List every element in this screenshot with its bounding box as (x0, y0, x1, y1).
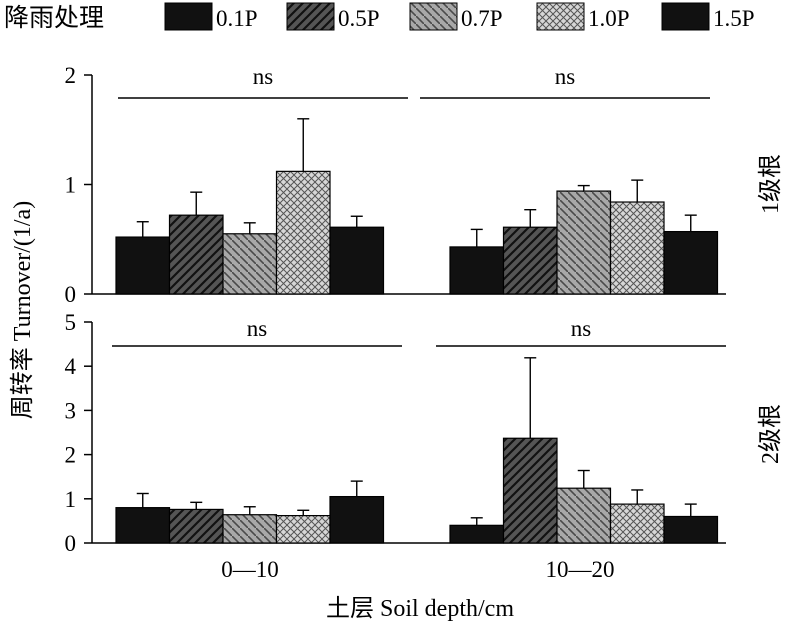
y-tick-label: 3 (65, 398, 77, 423)
significance-label: ns (571, 316, 592, 341)
y-tick-label: 1 (65, 487, 77, 512)
y-tick-label: 1 (65, 173, 77, 198)
bar (329, 226, 385, 295)
bar (663, 515, 719, 544)
bar (502, 437, 558, 544)
legend-label: 0.5P (338, 6, 380, 31)
x-tick-label: 0—10 (221, 557, 279, 582)
significance-label: ns (247, 316, 268, 341)
y-tick-label: 2 (65, 63, 77, 88)
legend-label: 0.1P (216, 6, 258, 31)
bar (275, 514, 331, 544)
legend-label: 0.7P (461, 6, 503, 31)
bar (663, 230, 719, 295)
legend-swatch (409, 2, 458, 31)
bar (168, 214, 224, 295)
significance-label: ns (555, 64, 576, 89)
bar (609, 201, 665, 295)
x-tick-label: 10—20 (546, 557, 615, 582)
bar (222, 233, 278, 295)
legend-label: 1.5P (713, 6, 755, 31)
bar (115, 236, 171, 295)
bar (449, 524, 505, 544)
bar (502, 226, 558, 295)
x-axis-title: 土层 Soil depth/cm (326, 595, 514, 622)
significance-label: ns (253, 64, 274, 89)
bar (556, 190, 612, 295)
y-tick-label: 2 (65, 443, 77, 468)
y-tick-label: 5 (65, 310, 77, 335)
panel-label: 1级根 (757, 154, 784, 214)
bar (556, 487, 612, 544)
legend-swatch (286, 2, 335, 31)
bar (275, 170, 331, 295)
panel-label: 2级根 (757, 404, 784, 464)
panel-2nd-order-roots: 2级根 0 1 2 3 4 5 ns ns (65, 310, 785, 556)
bar (449, 246, 505, 295)
legend-title: 降雨处理 (4, 4, 104, 32)
y-tick-label: 0 (65, 531, 77, 556)
bar (115, 507, 171, 544)
legend-swatch (164, 2, 213, 31)
legend-swatch (661, 2, 710, 31)
bar (222, 514, 278, 544)
y-axis-title: 周转率 Turnover/(1/a) (9, 201, 36, 419)
legend-label: 1.0P (588, 6, 630, 31)
legend-swatch (536, 2, 585, 31)
bar (329, 495, 385, 544)
y-tick-label: 4 (65, 354, 77, 379)
panel-1st-order-roots: 1级根 0 1 2 ns ns (65, 63, 785, 307)
bar (609, 503, 665, 544)
legend-entries: 0.1P 0.5P 0.7P 1.0P 1.5P (164, 2, 755, 31)
legend: 降雨处理 0.1P 0.5P 0.7P 1.0P 1.5P (4, 2, 755, 32)
y-tick-label: 0 (65, 282, 77, 307)
bar (168, 508, 224, 544)
